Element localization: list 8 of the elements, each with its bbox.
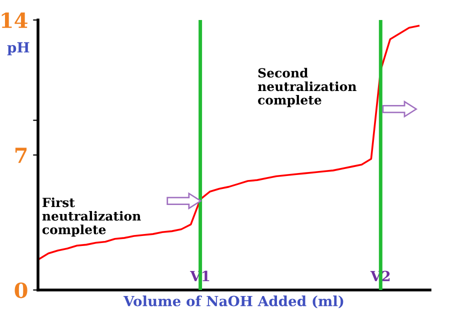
line-series xyxy=(38,24,420,260)
x-axis-title: Volume of NaOH Added (ml) xyxy=(123,296,344,308)
y-tick-label: 14 xyxy=(2,12,28,28)
y-axis-title: pH xyxy=(7,42,30,56)
y-tick-label: 7 xyxy=(15,148,27,163)
annotation: First neutralization complete xyxy=(42,198,141,237)
annotation: Second neutralization complete xyxy=(258,68,356,108)
y-tick-label: 0 xyxy=(14,282,28,298)
